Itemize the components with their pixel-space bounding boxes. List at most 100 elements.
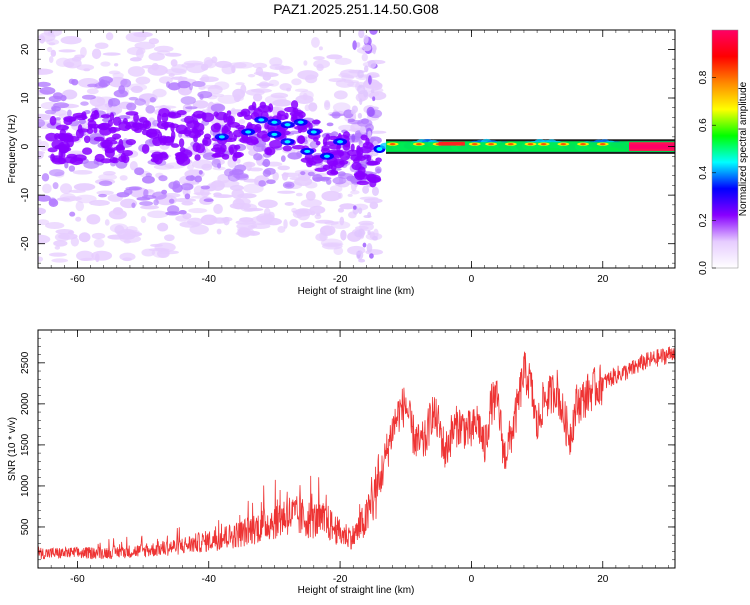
spectrogram-band-cell <box>254 123 262 132</box>
spectrogram-noise-cell <box>201 163 213 171</box>
spectrogram-band-cell <box>323 154 330 158</box>
spectrogram-noise-cell <box>356 251 361 255</box>
colorbar-ticks: 0.0 0.2 0.4 0.6 0.8 <box>698 70 716 275</box>
spectrogram-band-cell <box>116 144 125 154</box>
spectrogram-noise-cell <box>120 78 132 88</box>
spectrogram-noise-cell <box>347 120 364 125</box>
spectrogram-noise-cell <box>353 205 357 210</box>
spectrogram-noise-cell <box>134 167 145 176</box>
spectrogram-noise-cell <box>252 93 263 102</box>
spectrogram-noise-cell <box>70 236 80 247</box>
spectrogram-noise-cell <box>114 224 125 235</box>
spectrogram-noise-cell <box>119 252 136 261</box>
spectrogram-noise-cell <box>292 210 304 219</box>
spectrogram-noise-cell <box>38 81 51 87</box>
spectrogram-band-cell <box>297 127 303 134</box>
colorbar-tick-label: 0.0 <box>698 261 709 275</box>
spectrogram-noise-cell <box>158 250 179 255</box>
figure-title: PAZ1.2025.251.14.50.G08 <box>273 1 439 17</box>
spectrogram-noise-cell <box>157 222 169 232</box>
spectrogram-noise-cell <box>158 76 173 84</box>
spectrogram-noise-cell <box>48 252 67 257</box>
spectrogram-hotspot <box>438 141 465 146</box>
spectrogram-y-ticks: -20 -10 0 10 20 <box>20 29 675 264</box>
spectrogram-noise-cell <box>286 87 291 92</box>
spectrogram-noise-cell <box>329 185 343 193</box>
spectrogram-noise-cell <box>126 83 148 92</box>
spectrogram-noise-cell <box>189 224 209 235</box>
spectrogram-noise-cell <box>324 221 339 225</box>
spectrogram-noise-cell <box>91 232 106 240</box>
spectrogram-noise-cell <box>170 59 178 67</box>
x-tick-label: 20 <box>597 274 609 285</box>
snr-series-line <box>37 343 676 560</box>
spectrogram-noise-cell <box>347 193 353 197</box>
spectrogram-noise-cell <box>280 155 286 162</box>
spectrogram-noise-cell <box>198 85 206 90</box>
spectrogram-noise-cell <box>58 233 78 240</box>
spectrogram-noise-cell <box>362 242 367 248</box>
spectrogram-noise-cell <box>291 78 302 86</box>
spectrogram-noise-cell <box>233 61 255 69</box>
spectrogram-noise-cell <box>312 56 325 61</box>
spectrogram-noise-cell <box>188 83 193 91</box>
spectrogram-noise-cell <box>309 205 326 214</box>
spectrogram-noise-cell <box>38 114 52 121</box>
spectrogram-noise-cell <box>361 53 368 62</box>
spectrogram-noise-cell <box>167 82 181 91</box>
spectrogram-noise-cell <box>322 242 344 247</box>
spectrogram-noise-cell <box>75 201 85 212</box>
spectrogram-noise-cell <box>178 210 187 215</box>
spectrogram-heatmap <box>38 30 675 263</box>
spectrogram-band-cell <box>221 153 230 160</box>
spectrogram-band-cell <box>284 123 291 127</box>
spectrogram-band-cell <box>314 167 328 172</box>
spectrogram-band-cell <box>290 100 299 110</box>
spectrogram-band-cell <box>339 151 351 161</box>
spectrogram-noise-cell <box>207 84 223 95</box>
spectrogram-noise-cell <box>126 46 146 56</box>
spectrogram-noise-cell <box>295 192 303 197</box>
spectrogram-band-cell <box>201 112 215 123</box>
spectrogram-noise-cell <box>277 226 286 233</box>
x-tick-label: -40 <box>202 574 217 585</box>
spectrogram-band-cell <box>356 145 361 154</box>
spectrogram-noise-cell <box>213 203 223 215</box>
spectrogram-noise-cell <box>362 44 372 52</box>
x-tick-label: 0 <box>469 574 475 585</box>
x-tick-label: -20 <box>333 574 348 585</box>
spectrogram-band-cell <box>100 114 111 119</box>
spectrogram-band-cell <box>227 115 233 124</box>
spectrogram-band-cell <box>158 108 170 118</box>
spectrogram-noise-cell <box>91 48 102 60</box>
spectrogram-noise-cell <box>131 202 136 209</box>
spectrogram-band-cell <box>58 141 70 151</box>
spectrogram-hotspot <box>599 143 606 146</box>
spectrogram-noise-cell <box>136 196 151 201</box>
spectrogram-band-cell <box>162 135 174 146</box>
spectrogram-band-cell <box>375 157 382 163</box>
spectrogram-band-cell <box>170 122 175 133</box>
spectrogram-band-cell <box>223 123 231 132</box>
spectrogram-noise-cell <box>164 234 175 242</box>
spectrogram-y-label: Frequency (Hz) <box>7 115 18 184</box>
spectrogram-noise-cell <box>234 164 247 172</box>
spectrogram-noise-cell <box>191 81 206 87</box>
spectrogram-band-cell <box>63 117 73 126</box>
spectrogram-noise-cell <box>203 198 214 203</box>
spectrogram-noise-cell <box>198 170 203 175</box>
spectrogram-noise-cell <box>129 161 138 171</box>
spectrogram-hotspot <box>540 143 547 146</box>
spectrogram-noise-cell <box>48 197 57 206</box>
spectrogram-noise-cell <box>370 89 375 94</box>
spectrogram-noise-cell <box>341 74 355 81</box>
spectrogram-hotspot <box>389 143 396 146</box>
spectrogram-band-cell <box>265 148 273 155</box>
spectrogram-band-cell <box>356 152 363 161</box>
spectrogram-noise-cell <box>371 151 379 157</box>
spectrogram-band-cell <box>109 157 118 164</box>
spectrogram-band-cell <box>271 132 278 137</box>
spectrogram-noise-cell <box>340 229 347 241</box>
spectrogram-noise-cell <box>334 57 352 65</box>
spectrogram-noise-cell <box>372 236 378 241</box>
